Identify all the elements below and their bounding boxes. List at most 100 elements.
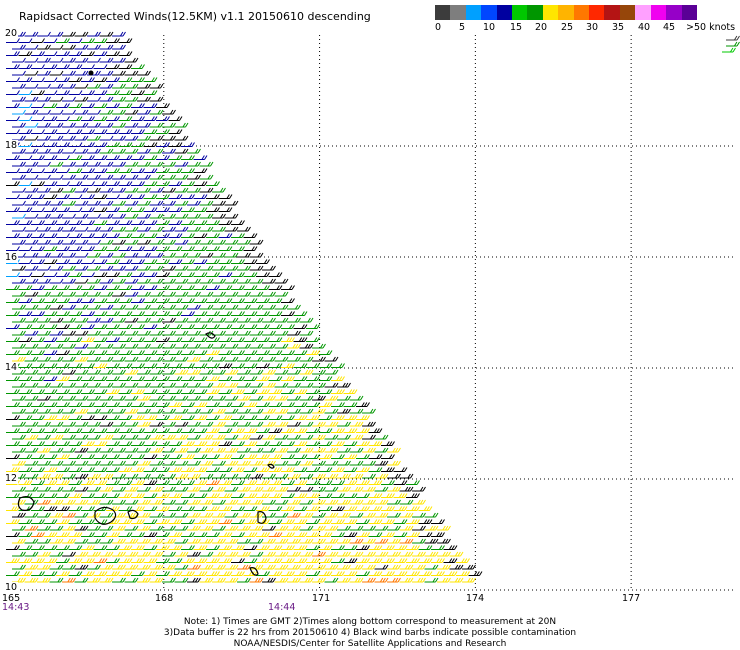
wind-barb xyxy=(43,142,58,147)
wind-barb xyxy=(112,291,126,297)
wind-barb xyxy=(56,246,70,251)
wind-barb xyxy=(293,428,308,433)
wind-barb xyxy=(124,265,139,271)
wind-barb xyxy=(12,70,26,76)
wind-barb xyxy=(12,200,26,206)
wind-barb xyxy=(99,369,114,375)
wind-barb xyxy=(262,265,276,271)
wind-barb xyxy=(56,376,70,381)
wind-barb xyxy=(156,220,170,225)
wind-barb xyxy=(431,558,445,563)
wind-barb xyxy=(12,109,26,115)
wind-barb xyxy=(81,532,95,537)
wind-barb xyxy=(99,330,114,336)
wind-barb xyxy=(124,408,139,414)
lat-label-20: 20 xyxy=(4,28,19,39)
wind-barb xyxy=(31,207,45,212)
wind-barb xyxy=(74,434,89,440)
wind-barb xyxy=(99,356,114,362)
wind-barb xyxy=(256,571,270,576)
wind-barb xyxy=(87,551,101,557)
wind-barb xyxy=(299,486,314,492)
wind-barb xyxy=(362,538,376,544)
wind-barb xyxy=(93,467,108,472)
wind-barb xyxy=(62,538,76,544)
note-line-3: NOAA/NESDIS/Center for Satellite Applica… xyxy=(233,639,507,649)
wind-barb xyxy=(268,467,283,472)
wind-barb xyxy=(81,142,95,147)
wind-barb xyxy=(243,415,258,420)
wind-barb xyxy=(74,213,89,219)
wind-barb xyxy=(181,506,195,511)
wind-barb xyxy=(224,577,239,583)
wind-barb xyxy=(212,343,226,349)
wind-barb xyxy=(99,83,114,89)
wind-barb xyxy=(124,343,139,349)
wind-barb xyxy=(368,480,383,485)
wind-barb xyxy=(137,291,151,297)
wind-barb xyxy=(87,239,101,245)
wind-barb xyxy=(162,356,176,362)
wind-barb xyxy=(56,103,70,108)
wind-barb xyxy=(274,473,289,479)
wind-barb xyxy=(24,31,39,37)
wind-barb xyxy=(43,103,58,108)
wind-barb xyxy=(306,350,320,355)
wind-barb xyxy=(93,233,108,238)
wind-barb xyxy=(143,90,158,95)
wind-barb xyxy=(449,577,464,583)
wind-barb xyxy=(56,558,70,563)
wind-barb xyxy=(43,506,58,511)
wind-barb xyxy=(118,103,133,108)
wind-barb xyxy=(106,441,120,446)
wind-barb xyxy=(199,499,214,505)
wind-barb xyxy=(181,467,195,472)
wind-barb xyxy=(6,480,20,485)
wind-barb xyxy=(87,200,101,206)
wind-barb xyxy=(268,285,283,290)
wind-barb xyxy=(256,337,270,342)
wind-barb xyxy=(356,506,370,511)
wind-barb xyxy=(281,506,295,511)
wind-barb xyxy=(87,96,101,102)
wind-barb xyxy=(137,265,151,271)
wind-barb xyxy=(62,577,76,583)
wind-barb xyxy=(312,408,326,414)
time-label-start: 14:43 xyxy=(2,602,30,613)
wind-barb xyxy=(118,532,133,537)
wind-barb xyxy=(312,421,326,427)
wind-barb xyxy=(37,317,51,323)
wind-barb xyxy=(143,194,158,199)
wind-barb xyxy=(87,330,101,336)
wind-barb xyxy=(224,304,239,310)
wind-barb xyxy=(349,538,364,544)
wind-barb xyxy=(168,558,183,563)
wind-barb xyxy=(218,532,233,537)
wind-barb xyxy=(62,70,76,76)
wind-barb xyxy=(124,278,139,284)
wind-barb xyxy=(149,473,164,479)
wind-barb xyxy=(193,519,208,524)
wind-barb xyxy=(218,558,233,563)
wind-barb xyxy=(231,363,245,368)
wind-barb xyxy=(374,525,389,531)
island-outline xyxy=(94,506,117,525)
wind-barb xyxy=(74,564,89,570)
wind-barb xyxy=(124,499,139,505)
wind-barb xyxy=(174,447,189,453)
wind-barb xyxy=(299,421,314,427)
wind-barb xyxy=(249,408,264,414)
wind-barb xyxy=(218,220,233,225)
wind-barb xyxy=(118,376,133,381)
wind-barb xyxy=(318,506,333,511)
island-outline xyxy=(267,463,275,469)
wind-barb xyxy=(324,434,339,440)
wind-barb xyxy=(18,207,33,212)
wind-barb xyxy=(399,512,414,518)
wind-barb xyxy=(181,532,195,537)
legend-label-6: 30 xyxy=(586,22,599,33)
wind-barb xyxy=(381,545,395,550)
wind-barb xyxy=(131,155,145,160)
wind-barb xyxy=(193,493,208,498)
wind-barb xyxy=(31,376,45,381)
